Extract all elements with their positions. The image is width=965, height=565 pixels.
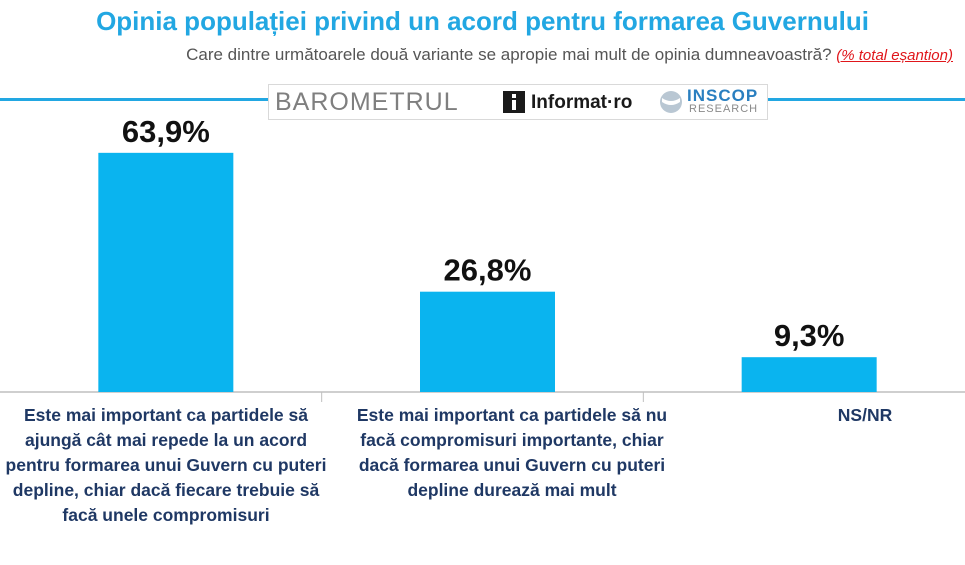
subtitle-question: Care dintre următoarele două variante se… <box>186 45 832 64</box>
data-label-3: 9,3% <box>774 318 845 353</box>
chart-subtitle: Care dintre următoarele două variante se… <box>186 45 953 65</box>
bar-3 <box>741 357 877 392</box>
informat-logo: Informat·ro <box>531 92 633 113</box>
sample-note: (% total eșantion) <box>836 47 953 64</box>
category-label-2: Este mai important ca partidele să nu fa… <box>356 405 668 500</box>
barometrul-logo: BAROMETRUL <box>275 88 459 116</box>
chart-title: Opinia populației privind un acord pentr… <box>96 6 869 36</box>
inscop-research-text: RESEARCH <box>689 103 759 115</box>
data-label-1: 63,9% <box>122 114 210 149</box>
category-label-1: Este mai important ca partidele să ajung… <box>5 405 327 525</box>
logo-banner: BAROMETRUL Informat·ro INSCOP RESEARCH <box>268 84 768 120</box>
category-label-3: NS/NR <box>837 405 893 425</box>
informat-info-icon <box>503 91 525 113</box>
inscop-circle-icon <box>660 91 682 113</box>
bar-2 <box>420 291 555 392</box>
inscop-logo: INSCOP <box>687 86 759 105</box>
bar-1 <box>98 152 234 392</box>
data-label-2: 26,8% <box>444 253 532 288</box>
